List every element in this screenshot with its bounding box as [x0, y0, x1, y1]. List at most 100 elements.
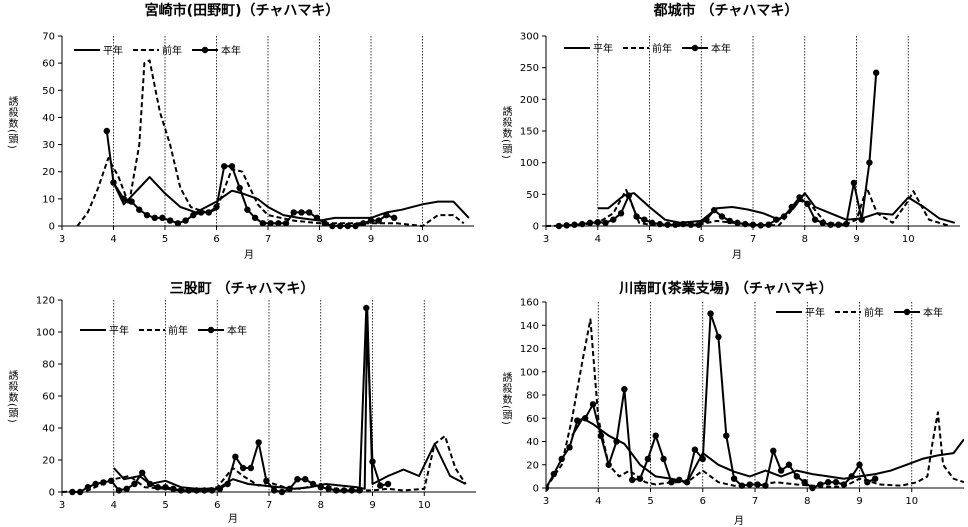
series-point: [866, 159, 873, 166]
legend-label: 本年: [221, 46, 241, 57]
series-point: [177, 487, 185, 494]
y-tick-label: 150: [520, 127, 539, 138]
series-point: [352, 222, 359, 230]
chart-plot: 0 20 40 60 80 100 120 140 160 3 4 5 6 7 8 9 10: [520, 298, 964, 507]
series-point: [170, 485, 177, 492]
chart-legend: 平年 前年 本年: [80, 322, 247, 337]
series-point: [730, 475, 738, 482]
series-point: [309, 480, 317, 488]
series-point: [848, 473, 855, 480]
x-tick-label: 9: [369, 500, 375, 511]
legend-item-current: 本年: [198, 322, 247, 337]
series-point: [872, 69, 880, 76]
legend-dot-line: [198, 326, 224, 333]
y-tick-label: 250: [520, 63, 539, 74]
legend-dot-line: [894, 308, 920, 315]
series-line-1: [62, 435, 467, 493]
y-tick-label: 300: [520, 32, 539, 43]
series-point: [92, 480, 99, 488]
series-point: [676, 476, 683, 484]
x-axis-label: 月: [228, 514, 238, 525]
chart-legend: 平年 前年 本年: [74, 42, 241, 57]
series-point: [306, 209, 313, 216]
series-point: [131, 480, 138, 488]
legend-item-prev: 前年: [133, 42, 182, 57]
chart-legend: 平年 前年 本年: [776, 304, 943, 319]
legend-item-prev: 前年: [835, 304, 884, 319]
series-point: [871, 475, 879, 482]
series-point: [827, 221, 834, 228]
series-point: [100, 479, 107, 486]
series-point: [738, 482, 746, 489]
series-point: [340, 487, 348, 494]
x-tick-label: 5: [646, 234, 652, 245]
series-point: [205, 209, 212, 216]
series-point: [197, 209, 205, 216]
series-point: [644, 455, 652, 463]
x-tick-label: 5: [647, 496, 653, 507]
series-point: [679, 220, 687, 228]
y-tick-label: 60: [526, 414, 539, 425]
legend-item-normal: 平年: [564, 40, 613, 55]
y-tick-label: 20: [42, 167, 55, 178]
x-tick-label: 4: [595, 234, 601, 245]
series-point: [765, 221, 772, 228]
chart-title: 三股町 （チャハマキ）: [169, 281, 315, 297]
y-tick-label: 30: [42, 140, 55, 151]
series-point: [390, 214, 398, 222]
series-point: [660, 455, 667, 463]
series-point: [566, 444, 573, 451]
series-point: [282, 220, 290, 227]
series-point: [762, 482, 769, 489]
legend-label: 前年: [162, 46, 182, 57]
series-point: [850, 179, 858, 187]
series-point: [589, 401, 597, 408]
series-point: [652, 432, 659, 439]
series-point: [190, 211, 197, 219]
series-point: [313, 214, 321, 222]
series-point: [633, 213, 640, 220]
series-point: [804, 200, 811, 208]
series-point: [687, 221, 695, 228]
series-point: [185, 487, 192, 494]
series-point: [746, 481, 753, 488]
series-point: [143, 211, 151, 219]
series-point: [193, 487, 200, 494]
series-point: [742, 220, 749, 228]
series-point: [832, 478, 840, 486]
y-tick-label: 80: [42, 360, 55, 371]
y-tick-label: 40: [526, 437, 539, 448]
legend-dot-line: [192, 46, 218, 53]
chart-panel-kawaminami: 川南町(茶業支場) （チャハマキ） 誘殺数(頭) 月 0 20 40 60 80 100 1…: [484, 262, 968, 527]
series-point: [563, 222, 570, 229]
legend-dashed-line: [623, 46, 649, 49]
series-point: [247, 464, 255, 472]
chart-panel-miyakonojo: 都城市 （チャハマキ） 誘殺数(頭) 月 0 50 100 150 200 250 300 3…: [484, 0, 968, 262]
legend-item-prev: 前年: [623, 40, 672, 55]
series-point: [749, 221, 757, 228]
series-point: [213, 203, 220, 211]
series-point: [824, 478, 832, 486]
series-point: [317, 484, 324, 491]
series-point: [558, 455, 565, 463]
legend-label: 本年: [711, 44, 731, 55]
chart-plot: 0 50 100 150 200 250 300 3 4 5 6 7 8 9 10: [520, 32, 960, 245]
legend-solid-line: [74, 48, 100, 51]
series-point: [136, 206, 143, 213]
series-point: [571, 221, 578, 228]
series-point: [777, 467, 785, 474]
y-tick-label: 50: [526, 190, 539, 201]
series-point: [201, 487, 208, 494]
legend-dashed-line: [139, 328, 165, 331]
series-point: [574, 417, 581, 424]
series-point: [788, 203, 796, 211]
legend-item-normal: 平年: [74, 42, 123, 57]
x-tick-label: 7: [750, 234, 756, 245]
series-point: [594, 219, 601, 226]
legend-item-normal: 平年: [776, 304, 825, 319]
series-point: [166, 217, 174, 224]
series-point: [699, 455, 706, 463]
series-point: [298, 209, 305, 216]
legend-solid-line: [80, 328, 106, 331]
legend-label: 前年: [168, 326, 188, 337]
